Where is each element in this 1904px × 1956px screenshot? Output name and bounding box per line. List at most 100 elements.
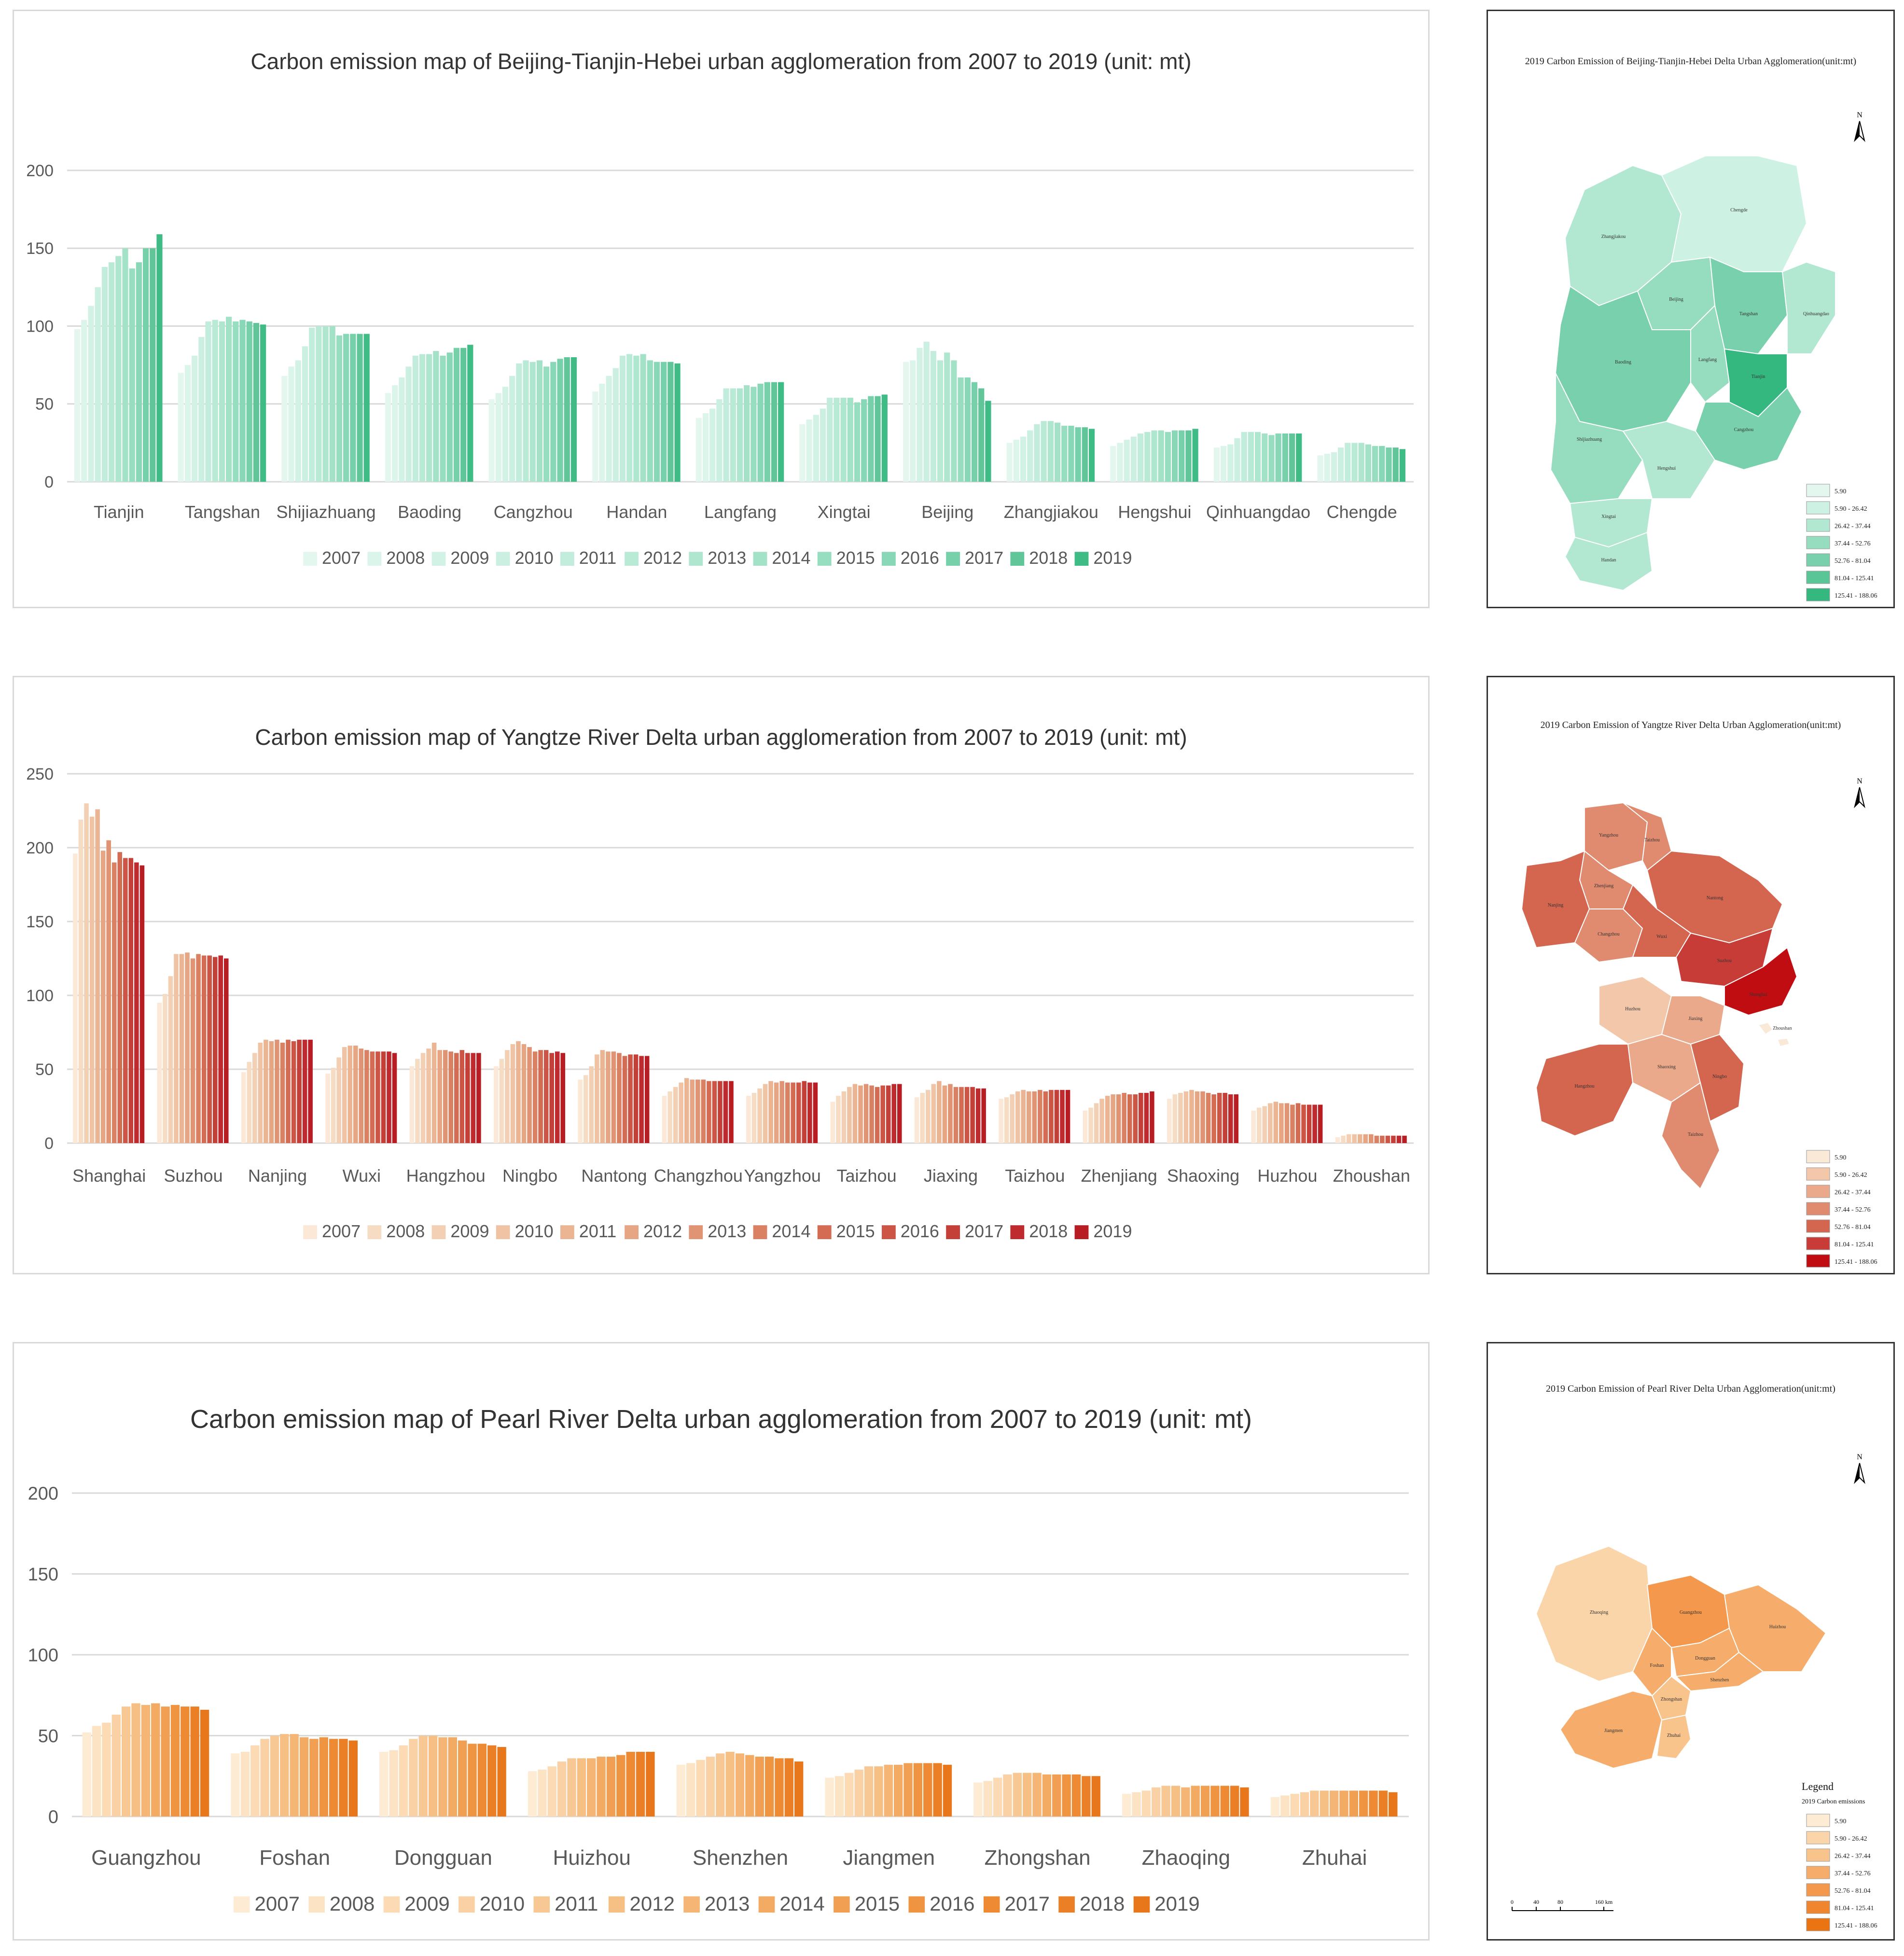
bar	[564, 357, 570, 482]
bar	[791, 1082, 796, 1143]
legend-swatch	[1806, 1814, 1830, 1827]
x-category-label: Chengde	[1327, 502, 1397, 522]
bar	[709, 408, 716, 482]
bar	[207, 955, 212, 1143]
bar	[595, 1054, 599, 1143]
bar	[920, 1092, 925, 1143]
map-region-label: Nantong	[1707, 895, 1723, 901]
legend-swatch	[1806, 1866, 1830, 1879]
bar	[695, 418, 702, 482]
bar	[1374, 1135, 1379, 1143]
bar	[1150, 1091, 1154, 1143]
bar	[1065, 1090, 1070, 1143]
map-region-label: Taizhou	[1644, 838, 1660, 843]
bar	[471, 1053, 476, 1143]
bth-bar-chart: Carbon emission map of Beijing-Tianjin-H…	[26, 49, 1414, 568]
bar	[757, 1088, 762, 1143]
bar	[212, 320, 218, 482]
bar	[775, 1758, 784, 1816]
bar	[1038, 1090, 1042, 1143]
bar	[88, 306, 94, 482]
map-regions: Zhangjiakou Chengde Beijing Tangshan Qinhuan…	[1550, 155, 1836, 591]
bar	[1220, 446, 1227, 482]
bar	[1234, 438, 1240, 482]
bar	[725, 1752, 735, 1816]
bar	[381, 1051, 386, 1143]
map-region-label: Xingtai	[1601, 514, 1616, 519]
bar	[448, 1051, 453, 1143]
map-region-label: Jiangmen	[1604, 1728, 1623, 1733]
x-category-label: Jiangmen	[843, 1846, 935, 1870]
bar	[942, 1085, 947, 1143]
bar	[674, 363, 681, 482]
bar	[543, 366, 550, 482]
bar	[891, 1084, 897, 1143]
bar	[241, 1072, 246, 1143]
bar	[975, 1088, 981, 1143]
bar	[1386, 447, 1392, 482]
bar	[1139, 1092, 1143, 1143]
legend-swatch	[817, 1225, 832, 1239]
bar	[505, 1050, 510, 1143]
legend-label: 2014	[772, 548, 810, 568]
bar	[847, 1087, 852, 1143]
bar	[1358, 443, 1364, 482]
bar	[336, 1057, 341, 1143]
legend-label: 2017	[965, 1221, 1003, 1241]
bar	[706, 1757, 715, 1816]
bar	[555, 1051, 560, 1143]
bar	[923, 341, 930, 482]
bar	[1117, 443, 1123, 482]
bar	[418, 1735, 428, 1816]
y-tick-label: 0	[48, 1807, 58, 1827]
bar	[1324, 453, 1330, 482]
bar	[141, 1705, 151, 1816]
bar	[1396, 1135, 1402, 1143]
y-tick-label: 50	[35, 395, 54, 414]
bar	[185, 952, 190, 1143]
scale-label: 160 km	[1595, 1899, 1613, 1905]
bar	[930, 351, 936, 482]
bar	[247, 1062, 252, 1143]
bar	[567, 1758, 576, 1816]
x-category-label: Xingtai	[818, 502, 871, 522]
bar	[226, 317, 232, 482]
bar	[784, 1758, 793, 1816]
legend-swatch	[233, 1896, 250, 1913]
bar	[224, 958, 229, 1143]
bar	[122, 248, 128, 482]
bar	[1023, 1773, 1032, 1816]
bar	[467, 345, 473, 482]
bar	[1392, 447, 1399, 482]
legend-label: 2014	[779, 1892, 824, 1915]
bar	[1289, 433, 1295, 482]
map-region-label: Cangzhou	[1734, 427, 1754, 433]
map-title: 2019 Carbon Emission of Yangtze River De…	[1541, 720, 1841, 730]
bar	[516, 363, 522, 482]
bar	[260, 1739, 269, 1816]
bar	[117, 852, 123, 1143]
bar	[592, 391, 598, 482]
bar	[1034, 424, 1040, 482]
bar	[115, 256, 122, 482]
bar	[250, 1745, 260, 1816]
bar	[737, 388, 743, 482]
bar	[329, 326, 335, 482]
bar	[246, 321, 252, 482]
bar	[1105, 1096, 1110, 1143]
bar	[428, 1735, 438, 1816]
bar	[557, 359, 563, 482]
x-category-label: Foshan	[259, 1846, 330, 1870]
bar	[454, 1053, 459, 1143]
bar	[476, 1053, 481, 1143]
map-region-label: Langfang	[1698, 357, 1717, 363]
bar	[875, 1087, 880, 1143]
bar	[903, 1763, 913, 1816]
legend-swatch	[946, 552, 960, 566]
bar	[73, 853, 78, 1143]
bar	[599, 383, 605, 482]
bar	[1042, 1774, 1052, 1816]
x-category-label: Zhangjiakou	[1004, 502, 1098, 522]
legend-label: 2011	[579, 1221, 616, 1241]
bar	[252, 1053, 257, 1143]
